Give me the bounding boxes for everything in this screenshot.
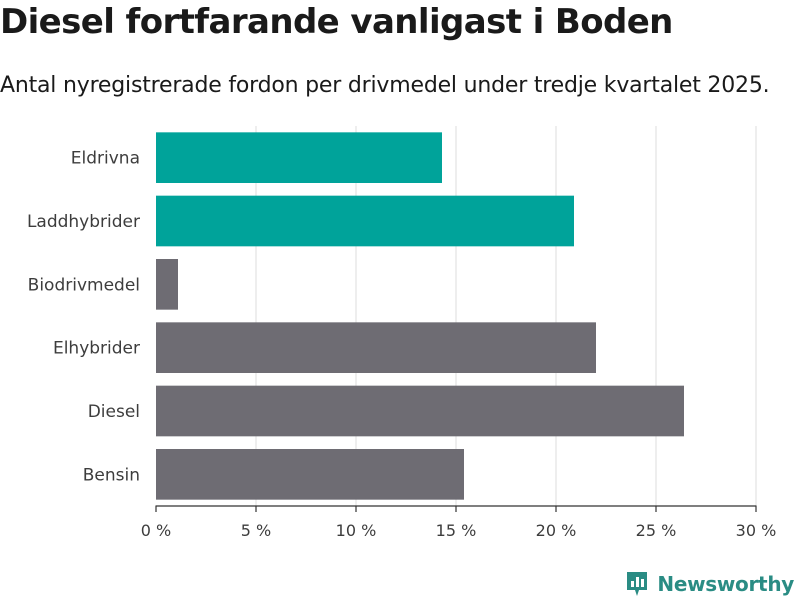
x-tick-label: 10 % [336, 521, 377, 540]
x-tick-label: 15 % [436, 521, 477, 540]
category-label: Eldrivna [71, 149, 140, 169]
x-tick-label: 20 % [536, 521, 577, 540]
category-label: Diesel [88, 402, 140, 422]
category-label: Bensin [83, 465, 140, 485]
category-label: Laddhybrider [27, 212, 140, 232]
category-label: Biodrivmedel [28, 275, 140, 295]
x-tick-label: 5 % [241, 521, 271, 540]
bar-laddhybrider [156, 195, 574, 247]
brand-name: Newsworthy [657, 572, 794, 596]
bar-eldrivna [156, 132, 442, 183]
bar-bensin [156, 449, 464, 500]
newsworthy-logo: Newsworthy [625, 570, 794, 598]
chart-subtitle: Antal nyregistrerade fordon per drivmede… [0, 73, 770, 98]
x-tick-label: 30 % [736, 521, 777, 540]
x-tick-label: 25 % [636, 521, 677, 540]
chart-title: Diesel fortfarande vanligast i Boden [0, 2, 673, 42]
bar-elhybrider [156, 322, 596, 373]
bar-diesel [156, 385, 684, 437]
category-label: Elhybrider [53, 339, 140, 359]
x-tick-label: 0 % [141, 521, 171, 540]
newsworthy-logo-icon [627, 572, 648, 596]
bar-biodrivmedel [156, 259, 178, 310]
